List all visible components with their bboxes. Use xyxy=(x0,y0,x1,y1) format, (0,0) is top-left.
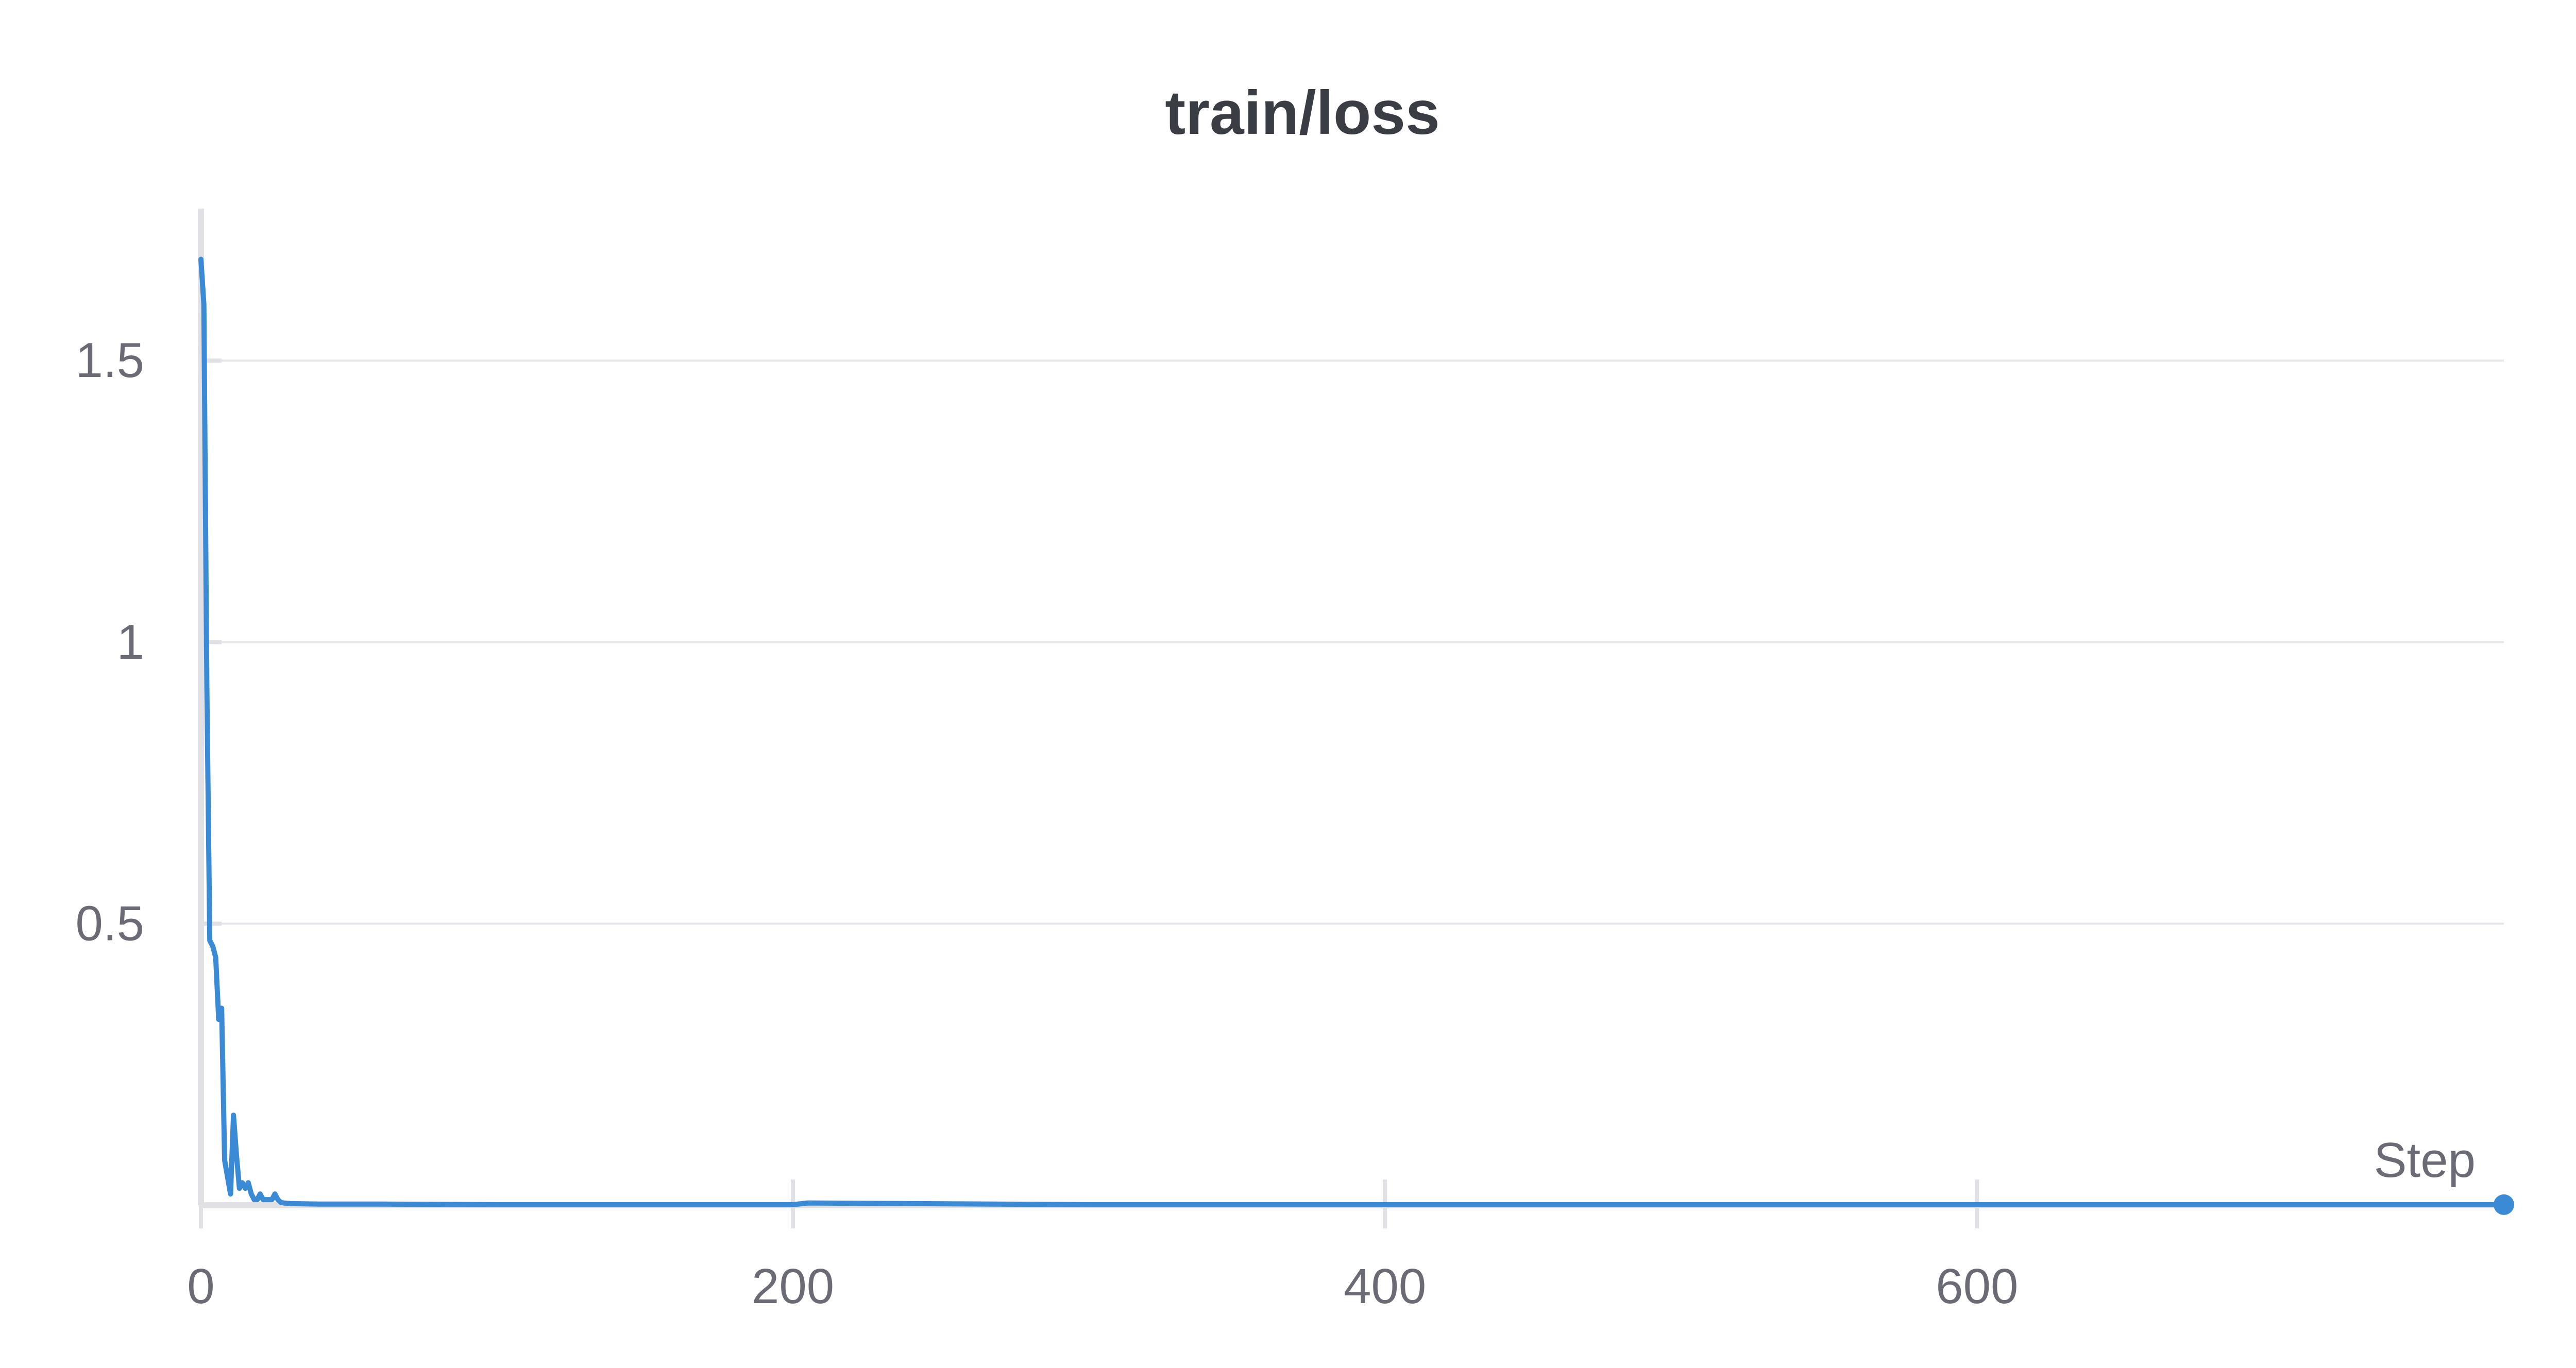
series-end-point xyxy=(2494,1194,2514,1215)
chart-title: train/loss xyxy=(1165,78,1440,147)
x-tick-label: 400 xyxy=(1344,1259,1426,1314)
x-tick-label: 200 xyxy=(752,1259,834,1314)
x-tick-label: 600 xyxy=(1936,1259,2018,1314)
x-axis-label: Step xyxy=(2374,1133,2476,1188)
y-tick-label: 1 xyxy=(117,614,144,670)
y-tick-label: 0.5 xyxy=(76,896,144,951)
loss-series-line xyxy=(198,256,2506,1207)
y-tick-label: 1.5 xyxy=(76,333,144,388)
x-tick-label: 0 xyxy=(187,1259,214,1314)
